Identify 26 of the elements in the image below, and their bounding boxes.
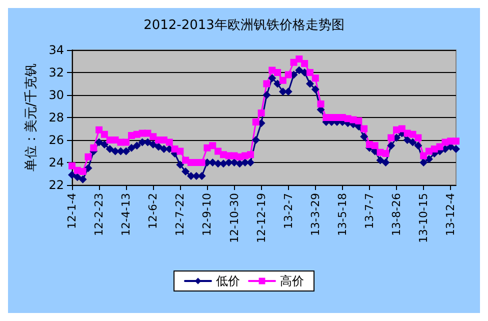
x-tick-label: 12-9-10: [200, 193, 214, 236]
x-tick-label: 13-8-26: [390, 193, 404, 236]
legend-label: 低价: [216, 274, 240, 288]
y-axis-title: 单位：美元/千克钒: [22, 63, 39, 172]
x-tick-label: 12-12-19: [254, 193, 268, 243]
x-tick-label: 13-5-18: [336, 193, 349, 236]
x-tick-label: 12-6-2: [146, 193, 160, 229]
y-tick-label: 22: [48, 178, 64, 192]
legend-label: 高价: [280, 274, 304, 288]
y-tick-label: 30: [48, 88, 64, 102]
x-tick-label: 13-3-29: [308, 193, 322, 236]
chart-title: 2012-2013年欧洲钒铁价格走势图: [144, 18, 344, 33]
y-tick-label: 34: [48, 43, 64, 57]
x-tick-label: 13-12-4: [444, 193, 458, 236]
x-tick-label: 12-4-13: [120, 193, 133, 236]
x-tick-label: 13-2-7: [282, 193, 295, 229]
x-tick-label: 13-7-7: [362, 193, 376, 229]
y-tick-label: 32: [48, 66, 64, 80]
x-tick-label: 12-7-22: [174, 193, 187, 236]
y-tick-label: 28: [48, 110, 64, 124]
x-tick-label: 13-10-15: [417, 193, 430, 243]
x-tick-label: 12-10-30: [228, 193, 241, 243]
x-tick-label: 12-2-23: [92, 193, 106, 236]
y-tick-label: 26: [48, 133, 64, 147]
x-tick-label: 12-1-4: [66, 193, 78, 229]
y-tick-label: 24: [48, 156, 64, 170]
